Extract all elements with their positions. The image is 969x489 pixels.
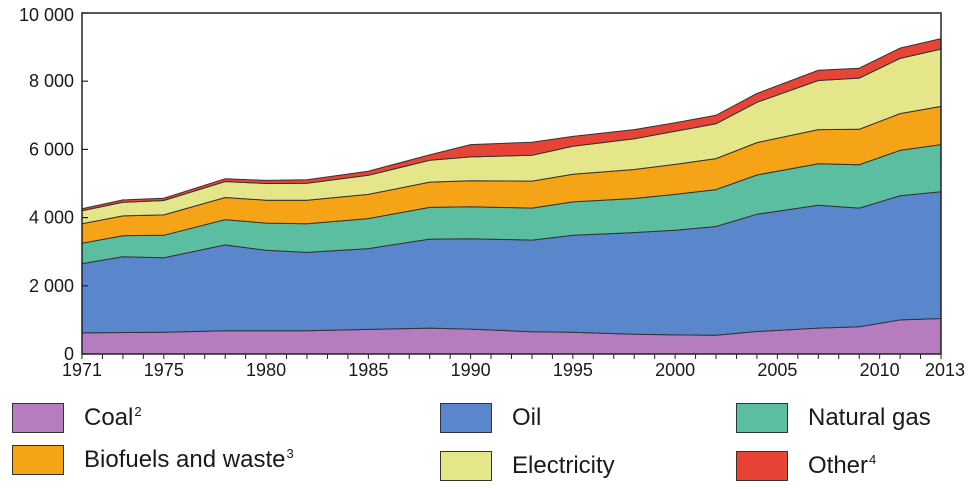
x-tick-label: 1995 <box>553 360 593 380</box>
legend-label-natural-gas: Natural gas <box>808 404 931 431</box>
y-tick-label: 6 000 <box>29 139 74 159</box>
x-tick-label: 1975 <box>144 360 184 380</box>
legend-label-other: Other4 <box>808 452 877 479</box>
legend-swatch-oil <box>440 403 492 433</box>
legend-label-oil: Oil <box>512 404 542 431</box>
x-tick-label: 1971 <box>62 360 102 380</box>
legend-swatch-natural-gas <box>736 403 788 433</box>
x-tick-label: 1990 <box>451 360 491 380</box>
x-tick-label: 2010 <box>860 360 900 380</box>
y-tick-label: 2 000 <box>29 276 74 296</box>
legend-swatch-other <box>736 451 788 481</box>
legend-label-biofuels: Biofuels and waste3 <box>84 446 294 473</box>
legend-label-coal: Coal2 <box>84 404 142 431</box>
x-tick-label: 2000 <box>655 360 695 380</box>
legend-item-oil: Oil <box>440 400 541 436</box>
legend-swatch-coal <box>12 403 64 433</box>
legend-swatch-electricity <box>440 451 492 481</box>
legend-item-biofuels: Biofuels and waste3 <box>12 442 294 478</box>
legend-item-other: Other4 <box>736 448 876 484</box>
y-tick-label: 8 000 <box>29 71 74 91</box>
y-tick-label: 0 <box>64 344 74 364</box>
y-tick-label: 4 000 <box>29 208 74 228</box>
x-axis-ticks: 1971 1975 1980 1985 1990 1995 2000 2005 2010 2013 <box>62 354 965 380</box>
y-tick-label: 10 000 <box>19 5 74 25</box>
x-tick-label: 2013 <box>925 360 965 380</box>
legend-item-electricity: Electricity <box>440 448 615 484</box>
chart-legend: Coal2 Biofuels and waste3 Oil Electricit… <box>0 400 969 489</box>
y-axis-ticks: 0 2 000 4 000 6 000 8 000 10 000 <box>19 5 88 364</box>
legend-item-natural-gas: Natural gas <box>736 400 931 436</box>
chart-areas <box>81 37 942 355</box>
x-tick-label: 2005 <box>757 360 797 380</box>
x-tick-label: 1985 <box>348 360 388 380</box>
legend-label-electricity: Electricity <box>512 452 615 479</box>
x-tick-label: 1980 <box>246 360 286 380</box>
legend-item-coal: Coal2 <box>12 400 142 436</box>
stacked-area-chart: 0 2 000 4 000 6 000 8 000 10 000 1971 1975 1980… <box>19 5 965 380</box>
legend-swatch-biofuels <box>12 445 64 475</box>
